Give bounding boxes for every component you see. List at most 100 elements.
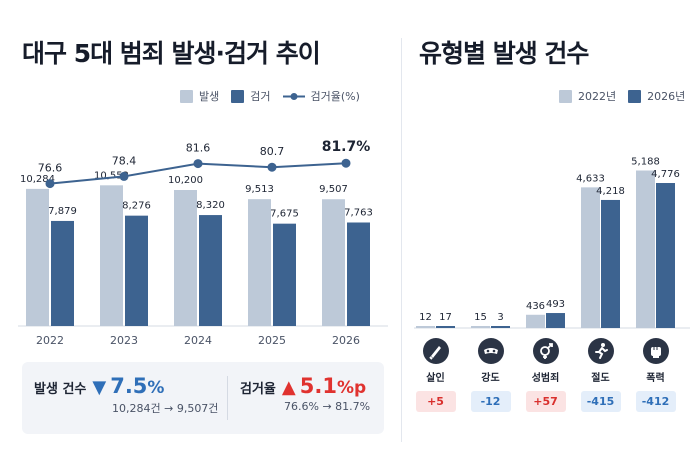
- x-tick-label: 2023: [110, 334, 138, 347]
- bar-2026-label: 493: [546, 299, 565, 310]
- legend-2022-swatch: [559, 89, 572, 103]
- x-tick-label: 2024: [184, 334, 212, 347]
- bar-2022: [581, 187, 600, 328]
- bar-arrest: [273, 223, 296, 326]
- bar-2026: [601, 199, 620, 328]
- legend-2026-label: 2026년: [647, 90, 686, 103]
- summary-occur: 발생 건수 ▼ 7.5 % 10,284건 → 9,507건: [34, 374, 218, 416]
- knife-icon: [422, 338, 449, 364]
- legend-occur: 발생: [180, 88, 219, 104]
- crime-category: 성범죄 +57: [522, 338, 570, 412]
- legend-occur-label: 발생: [199, 90, 220, 103]
- left-chart: 10,284 7,879 2022 10,552 8,276 2023 10,200 8,32…: [18, 139, 388, 347]
- summary-box: 발생 건수 ▼ 7.5 % 10,284건 → 9,507건 검거율 ▲ 5.1…: [22, 362, 384, 434]
- right-legend: 2022년 2026년: [547, 88, 685, 104]
- summary-rate-detail: 76.6% → 81.7%: [284, 400, 371, 413]
- bar-occur-label: 10,284: [20, 174, 55, 185]
- x-tick-label: 2025: [258, 334, 286, 347]
- bar-arrest-label: 8,276: [122, 201, 151, 212]
- bar-occur-label: 10,200: [168, 175, 203, 186]
- legend-arrest-swatch: [231, 89, 245, 103]
- summary-rate-value: 5.1: [299, 374, 337, 398]
- summary-rate-label: 검거율: [240, 382, 276, 397]
- bar-occur: [248, 199, 271, 326]
- rate-point: [267, 162, 277, 172]
- crime-category: 살인 +5: [412, 338, 460, 412]
- legend-rate: 검거율(%): [282, 88, 360, 104]
- bar-occur-label: 10,552: [94, 170, 129, 181]
- legend-arrest-label: 검거: [250, 90, 271, 103]
- bar-arrest-label: 7,675: [270, 209, 299, 220]
- summary-occur-unit: %: [147, 378, 165, 398]
- rate-label: 80.7: [260, 145, 285, 158]
- rate-point: [119, 171, 129, 181]
- bar-2026: [656, 183, 675, 328]
- rate-label: 81.7%: [322, 139, 371, 155]
- bar-2022: [636, 170, 655, 328]
- bar-2022: [526, 314, 545, 328]
- crime-name: 강도: [481, 373, 500, 384]
- bar-2026-label: 4,776: [651, 169, 680, 180]
- rate-label: 76.6: [38, 162, 63, 175]
- gender-icon: [532, 338, 559, 364]
- right-chart-title: 유형별 발생 건수: [419, 39, 589, 68]
- summary-separator: [227, 376, 228, 420]
- legend-occur-swatch: [180, 89, 193, 103]
- x-tick-label: 2026: [332, 334, 360, 347]
- legend-2022-label: 2022년: [578, 90, 617, 103]
- bar-2022: [471, 326, 490, 328]
- bar-occur: [174, 190, 197, 326]
- crime-difference-badge: -412: [635, 391, 676, 412]
- rate-point: [193, 159, 203, 169]
- rate-label: 78.4: [112, 154, 137, 167]
- bar-2026-label: 17: [439, 312, 452, 323]
- crime-name: 절도: [591, 373, 610, 384]
- bar-occur-label: 9,513: [245, 184, 274, 195]
- legend-2026-swatch: [628, 89, 642, 103]
- bar-2022-label: 436: [526, 301, 545, 312]
- summary-occur-value: 7.5: [110, 374, 148, 398]
- bar-occur: [100, 185, 123, 326]
- summary-occur-detail: 10,284건 → 9,507건: [112, 402, 219, 415]
- bar-occur-label: 9,507: [319, 184, 348, 195]
- bar-arrest: [199, 215, 222, 326]
- bar-arrest: [125, 215, 148, 326]
- bar-2026-label: 4,218: [596, 186, 625, 197]
- bar-arrest-label: 7,879: [48, 206, 77, 217]
- bar-2026: [546, 313, 565, 328]
- bar-arrest-label: 8,320: [196, 200, 225, 211]
- rate-label: 81.6: [186, 142, 211, 155]
- summary-occur-label: 발생 건수: [34, 382, 87, 397]
- panel-divider: [401, 38, 402, 442]
- legend-2022: 2022년: [559, 88, 616, 104]
- bar-arrest: [51, 220, 74, 326]
- crime-category: 강도 -12: [467, 338, 515, 412]
- bar-2022-label: 12: [419, 312, 432, 323]
- crime-category: 폭력 -412: [632, 338, 680, 412]
- bar-arrest-label: 7,763: [344, 207, 373, 218]
- bar-2026: [491, 326, 510, 328]
- rate-point: [341, 158, 351, 168]
- legend-rate-label: 검거율(%): [310, 90, 360, 103]
- bar-occur: [322, 199, 345, 326]
- bar-arrest: [347, 222, 370, 326]
- crime-category: 절도 -415: [577, 338, 625, 412]
- bar-2026-label: 3: [497, 312, 503, 323]
- summary-rate-unit: %p: [336, 378, 367, 398]
- crime-difference-badge: -415: [580, 391, 621, 412]
- crime-name: 성범죄: [531, 373, 560, 384]
- rate-point: [45, 179, 55, 189]
- bar-2022-label: 15: [474, 312, 487, 323]
- bar-2026: [436, 326, 455, 328]
- runner-icon: [587, 338, 614, 364]
- down-arrow-icon: ▼: [92, 377, 107, 398]
- summary-rate: 검거율 ▲ 5.1 %p 76.6% → 81.7%: [240, 374, 370, 413]
- bar-2022: [416, 326, 435, 328]
- crime-difference-badge: +57: [525, 391, 566, 412]
- up-arrow-icon: ▲: [281, 377, 296, 398]
- legend-rate-swatch: [282, 92, 305, 100]
- left-chart-title: 대구 5대 범죄 발생·검거 추이: [22, 39, 321, 68]
- bar-2022-label: 5,188: [631, 157, 660, 168]
- crime-name: 폭력: [646, 373, 665, 384]
